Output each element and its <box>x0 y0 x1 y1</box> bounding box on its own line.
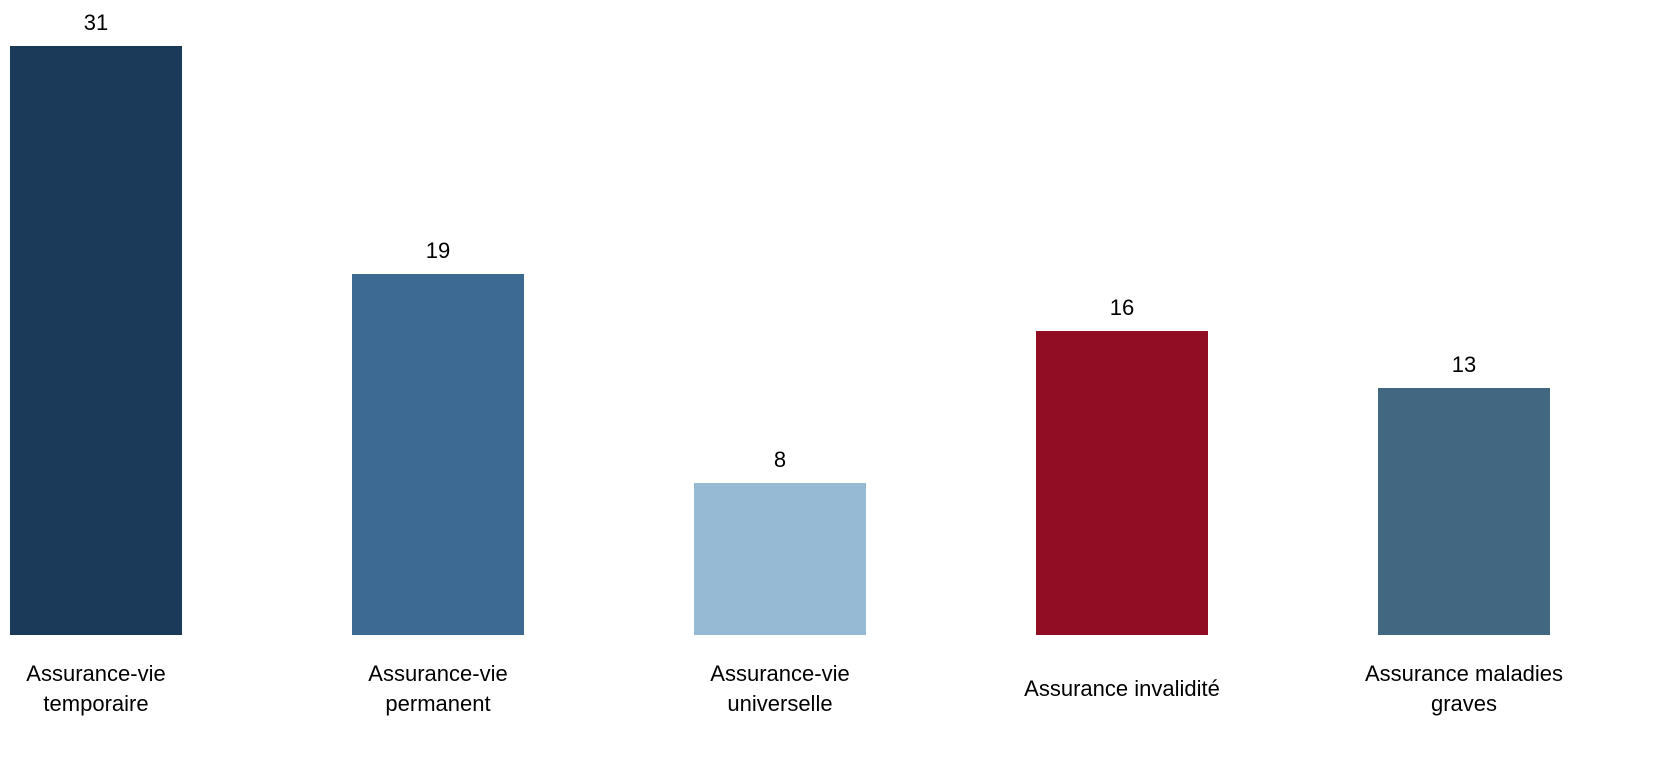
category-label-1: Assurance-vie temporaire <box>26 661 165 716</box>
bar-4 <box>1036 331 1208 635</box>
bar-1 <box>10 46 182 635</box>
category-label-2: Assurance-vie permanent <box>368 661 507 716</box>
bars-group <box>10 46 1550 635</box>
category-label-line: Assurance invalidité <box>1024 676 1220 701</box>
value-labels-group: 31 19 8 16 13 <box>84 10 1476 472</box>
category-label-5: Assurance maladies graves <box>1365 661 1563 716</box>
value-label-4: 16 <box>1110 295 1134 320</box>
category-label-3: Assurance-vie universelle <box>710 661 849 716</box>
category-label-line: Assurance-vie <box>710 661 849 686</box>
category-label-line: Assurance-vie <box>26 661 165 686</box>
bar-3 <box>694 483 866 635</box>
category-label-line: graves <box>1431 691 1497 716</box>
bar-2 <box>352 274 524 635</box>
category-label-line: Assurance-vie <box>368 661 507 686</box>
category-label-line: temporaire <box>43 691 148 716</box>
category-label-line: Assurance maladies <box>1365 661 1563 686</box>
value-label-1: 31 <box>84 10 108 35</box>
category-label-line: universelle <box>727 691 832 716</box>
category-label-line: permanent <box>385 691 490 716</box>
category-labels-group: Assurance-vie temporaire Assurance-vie perm… <box>26 661 1563 716</box>
value-label-3: 8 <box>774 447 786 472</box>
bar-5 <box>1378 388 1550 635</box>
category-label-4: Assurance invalidité <box>1024 676 1220 701</box>
value-label-2: 19 <box>426 238 450 263</box>
value-label-5: 13 <box>1452 352 1476 377</box>
